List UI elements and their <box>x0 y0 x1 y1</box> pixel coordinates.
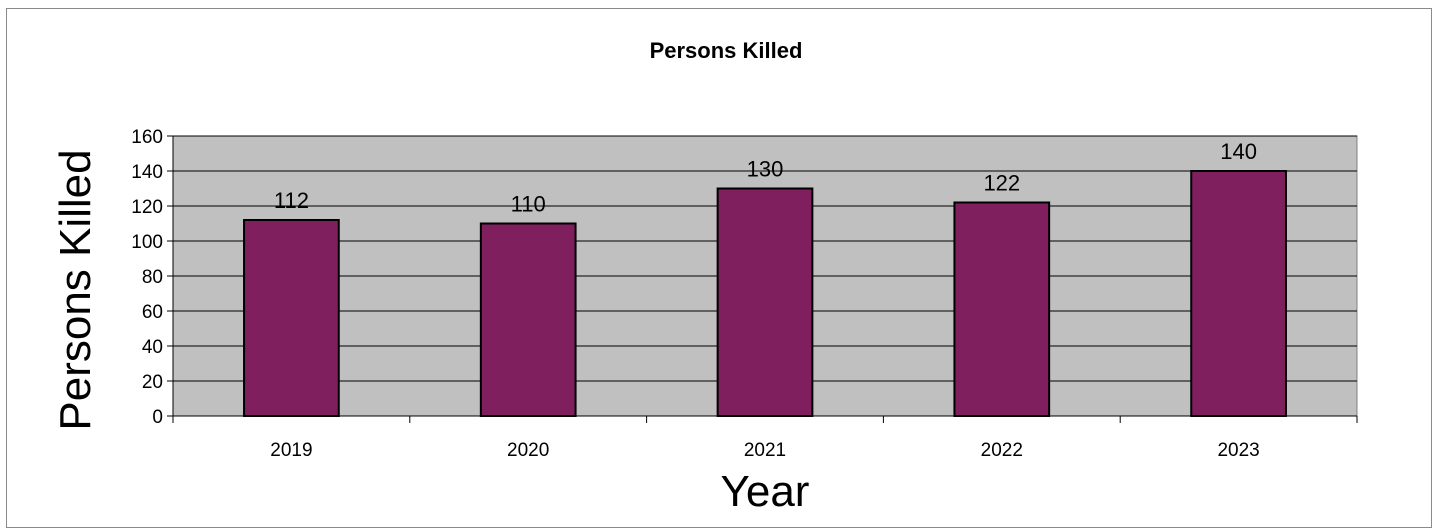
y-tick-label: 0 <box>152 407 163 428</box>
x-tick-label: 2021 <box>744 440 786 461</box>
bar-chart: Persons Killed 0 20 40 60 80 100 120 140 160 112 2… <box>51 38 1358 514</box>
y-tick-label: 40 <box>142 337 163 358</box>
data-label: 130 <box>747 157 784 182</box>
bar <box>716 187 814 417</box>
y-axis-title: Persons Killed <box>51 149 100 430</box>
x-axis-title: Year <box>721 467 810 514</box>
x-tick-label: 2019 <box>270 440 312 461</box>
x-tick-label: 2023 <box>1217 440 1259 461</box>
bar <box>953 201 1051 417</box>
y-tick-label: 120 <box>131 197 163 218</box>
y-tick-label: 100 <box>131 232 163 253</box>
y-tick-label: 160 <box>131 127 163 148</box>
y-tick-label: 140 <box>131 162 163 183</box>
data-label: 112 <box>274 188 309 213</box>
data-label: 140 <box>1220 139 1257 164</box>
bar <box>1190 170 1287 417</box>
data-label: 122 <box>983 171 1020 196</box>
x-tick-label: 2022 <box>981 440 1023 461</box>
chart-title: Persons Killed <box>650 38 803 63</box>
plot-area: 0 20 40 60 80 100 120 140 160 112 2019 110 2020 130 20… <box>131 127 1358 461</box>
data-label: 110 <box>511 192 546 217</box>
x-tick-label: 2020 <box>507 440 549 461</box>
y-tick-label: 60 <box>142 302 163 323</box>
y-tick-label: 20 <box>142 372 163 393</box>
bar <box>243 219 340 417</box>
bar <box>479 222 577 417</box>
y-tick-label: 80 <box>142 267 163 288</box>
